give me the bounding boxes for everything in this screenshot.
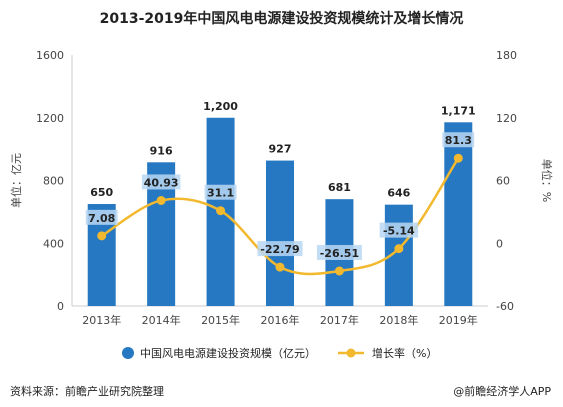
source-note: 资料来源：前瞻产业研究院整理 — [10, 385, 164, 398]
bar-value-label: 916 — [150, 144, 173, 157]
x-tick-label: 2017年 — [320, 313, 359, 327]
growth-point — [216, 206, 226, 216]
growth-point — [394, 244, 404, 254]
growth-value-label: -5.14 — [383, 225, 415, 238]
bar — [266, 160, 294, 306]
x-tick-label: 2013年 — [82, 313, 121, 327]
growth-value-label: 7.08 — [88, 212, 115, 225]
left-tick-label: 800 — [43, 175, 64, 188]
growth-label-bg — [85, 209, 118, 225]
x-tick-label: 2014年 — [142, 313, 181, 327]
growth-value-label: 40.93 — [144, 176, 179, 189]
growth-value-label: -26.51 — [320, 247, 359, 260]
growth-value-label: 31.1 — [207, 187, 234, 200]
growth-point — [156, 195, 166, 205]
growth-label-bg — [379, 222, 419, 238]
right-tick-label: -60 — [496, 300, 514, 313]
left-tick-label: 1600 — [36, 49, 64, 62]
legend-line-marker — [346, 348, 356, 358]
bar-value-label: 681 — [328, 181, 351, 194]
left-tick-label: 0 — [57, 300, 64, 313]
growth-point — [334, 266, 344, 276]
legend-bar-icon — [122, 347, 134, 359]
x-tick-label: 2019年 — [439, 313, 478, 327]
growth-point — [275, 262, 285, 272]
legend-line-label: 增长率（%） — [372, 346, 437, 360]
right-tick-label: 0 — [496, 237, 503, 250]
legend-bar-label: 中国风电电源建设投资规模（亿元） — [140, 346, 316, 360]
bar-value-label: 646 — [387, 187, 410, 200]
right-tick-label: 180 — [496, 49, 517, 62]
right-tick-label: 120 — [496, 112, 517, 125]
left-tick-label: 400 — [43, 237, 64, 250]
growth-label-bg — [442, 132, 475, 148]
growth-point — [453, 153, 463, 163]
bar-value-label: 1,200 — [203, 100, 238, 113]
growth-value-label: -22.79 — [260, 243, 299, 256]
brand-watermark: @前瞻经济学人APP — [453, 385, 551, 398]
bar — [444, 122, 473, 306]
bar-value-label: 650 — [90, 186, 113, 199]
growth-value-label: 81.3 — [445, 134, 472, 147]
x-tick-label: 2018年 — [379, 313, 418, 327]
right-tick-label: 60 — [496, 175, 510, 188]
bar-value-label: 1,171 — [441, 104, 476, 117]
left-axis-title: 单位：亿元 — [9, 153, 23, 208]
chart-title: 2013-2019年中国风电电源建设投资规模统计及增长情况 — [99, 11, 464, 27]
right-axis-title: 单位：% — [540, 159, 554, 202]
x-tick-label: 2016年 — [261, 313, 300, 327]
growth-label-bg — [141, 174, 181, 190]
x-tick-label: 2015年 — [201, 313, 240, 327]
growth-label-bg — [316, 244, 362, 260]
growth-label-bg — [257, 241, 303, 257]
left-tick-label: 1200 — [36, 112, 64, 125]
bar-value-label: 927 — [269, 143, 292, 156]
growth-label-bg — [204, 184, 237, 200]
growth-point — [97, 231, 107, 241]
